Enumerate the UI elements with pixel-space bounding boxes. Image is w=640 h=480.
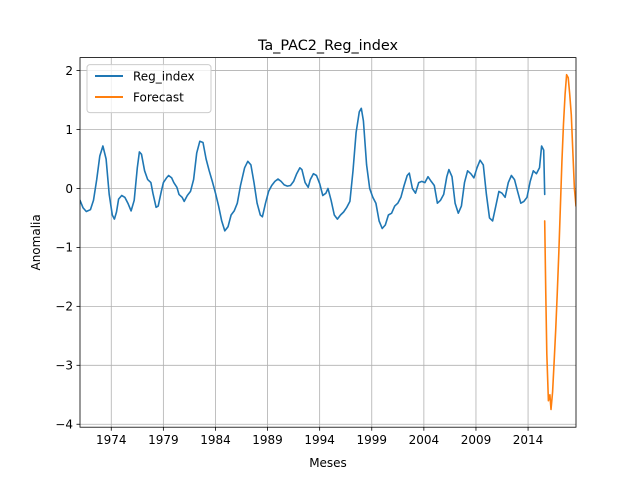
x-axis-label: Meses	[309, 456, 347, 470]
series-line-reg-index	[80, 107, 546, 232]
x-tick-label: 1989	[252, 433, 283, 447]
x-tick-label: 1974	[96, 433, 127, 447]
y-axis-ticks: −4 −3 −2 −1 0 1 2	[55, 64, 80, 432]
x-tick-label: 2009	[461, 433, 492, 447]
x-tick-label: 1979	[148, 433, 179, 447]
series-layer	[80, 73, 576, 411]
y-axis-label: Anomalia	[29, 214, 43, 270]
y-tick-label: −4	[55, 418, 73, 432]
x-tick-label: 2004	[409, 433, 440, 447]
x-tick-label: 1999	[356, 433, 387, 447]
y-tick-label: −1	[55, 241, 73, 255]
legend: Reg_index Forecast	[86, 64, 212, 114]
x-tick-label: 1994	[304, 433, 335, 447]
y-tick-label: 0	[65, 182, 73, 196]
x-axis-ticks: 1974 1979 1984 1989 1994 1999 2004 2009 2014	[96, 427, 543, 447]
legend-label-forecast: Forecast	[133, 90, 184, 104]
y-tick-label: −2	[55, 300, 73, 314]
plot-frame	[79, 57, 577, 428]
chart-title: Ta_PAC2_Reg_index	[257, 38, 399, 54]
legend-label-reg-index: Reg_index	[133, 69, 195, 83]
y-tick-label: 2	[65, 64, 73, 78]
x-tick-label: 1984	[200, 433, 231, 447]
y-tick-label: 1	[65, 123, 73, 137]
y-tick-label: −3	[55, 359, 73, 373]
x-tick-label: 2014	[513, 433, 544, 447]
series-line-forecast	[543, 73, 576, 411]
